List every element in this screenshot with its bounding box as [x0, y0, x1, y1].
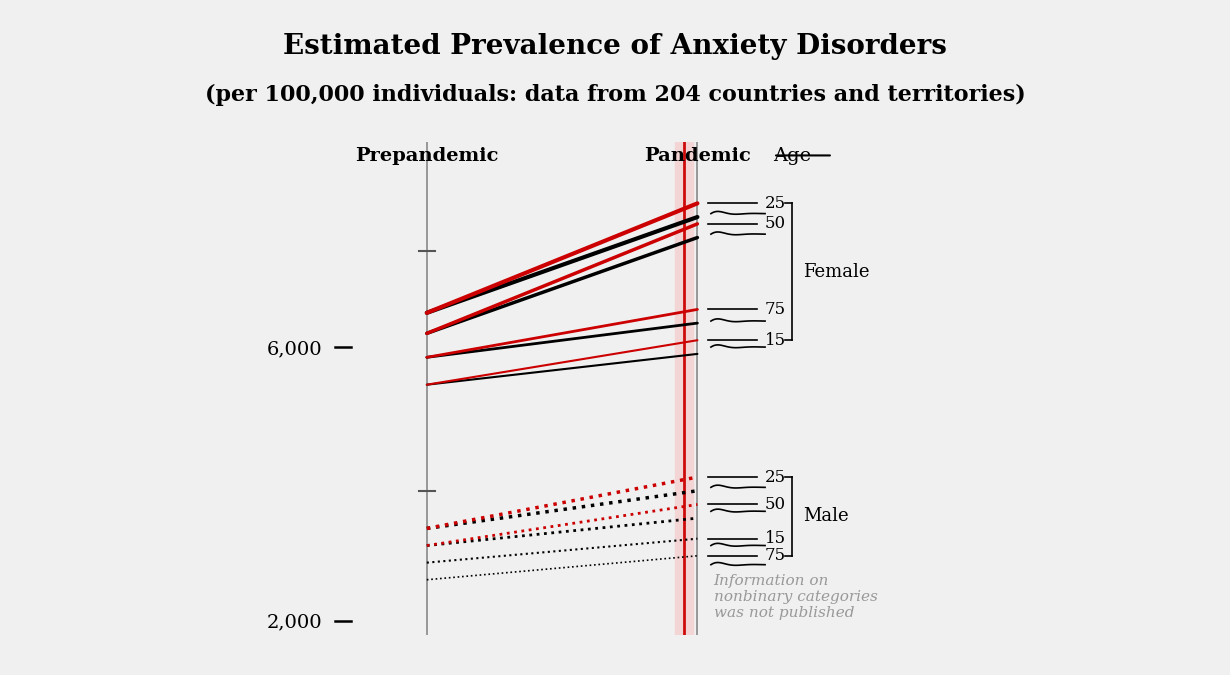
Text: Female: Female [803, 263, 870, 281]
Text: Estimated Prevalence of Anxiety Disorders: Estimated Prevalence of Anxiety Disorder… [283, 32, 947, 59]
Text: 25: 25 [765, 195, 786, 212]
Text: 15: 15 [765, 530, 786, 547]
Text: 50: 50 [765, 496, 786, 513]
Text: 75: 75 [765, 301, 786, 318]
Text: 75: 75 [765, 547, 786, 564]
Text: 15: 15 [765, 331, 786, 349]
Text: Prepandemic: Prepandemic [355, 147, 498, 165]
Text: Age: Age [774, 147, 812, 165]
Text: 50: 50 [765, 215, 786, 232]
Text: 25: 25 [765, 468, 786, 485]
Text: (per 100,000 individuals: data from 204 countries and territories): (per 100,000 individuals: data from 204 … [204, 84, 1026, 106]
Text: Information on
nonbinary categories
was not published: Information on nonbinary categories was … [713, 574, 877, 620]
Text: Pandemic: Pandemic [645, 147, 750, 165]
Text: Male: Male [803, 508, 849, 525]
